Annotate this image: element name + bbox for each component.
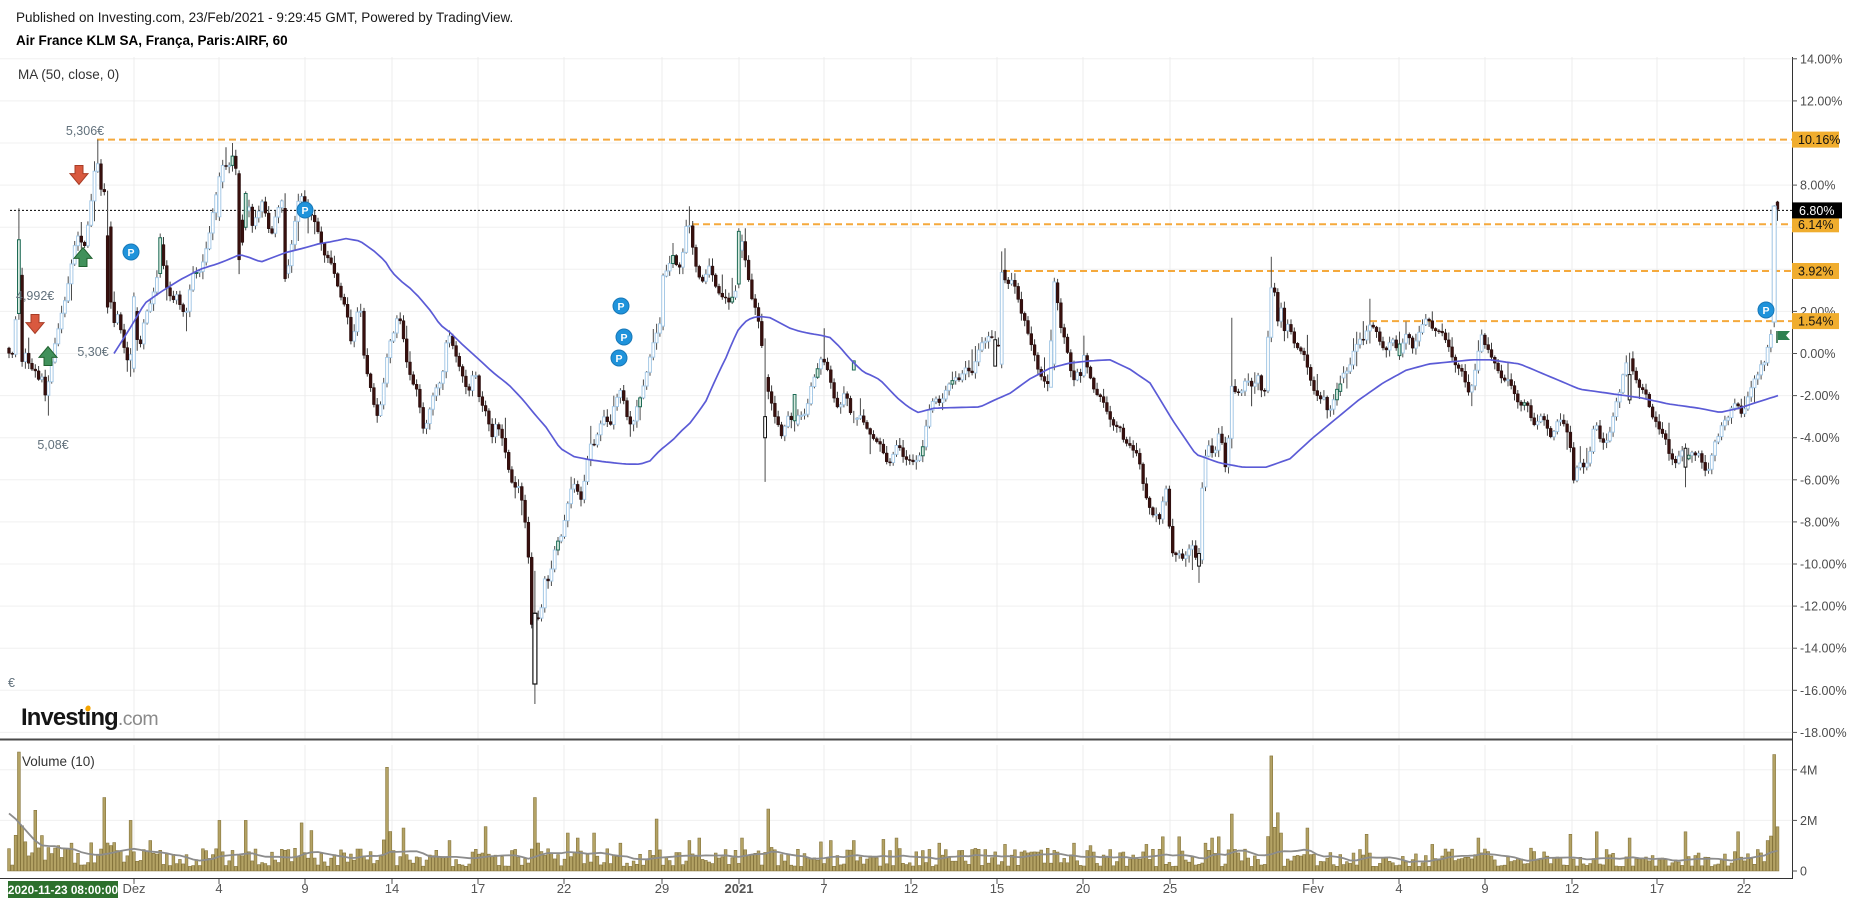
svg-text:17: 17: [1650, 881, 1664, 896]
svg-text:-2.00%: -2.00%: [1800, 389, 1840, 403]
svg-text:0: 0: [1800, 865, 1807, 879]
svg-text:5,30€: 5,30€: [77, 345, 108, 359]
svg-text:-4.00%: -4.00%: [1800, 431, 1840, 445]
svg-text:4,992€: 4,992€: [16, 289, 54, 303]
svg-text:22: 22: [557, 881, 571, 896]
svg-text:20: 20: [1076, 881, 1090, 896]
svg-text:0.00%: 0.00%: [1800, 347, 1835, 361]
svg-text:2M: 2M: [1800, 814, 1817, 828]
svg-text:14.00%: 14.00%: [1800, 52, 1842, 66]
svg-text:4: 4: [1395, 881, 1402, 896]
svg-text:2021: 2021: [725, 881, 754, 896]
svg-text:Fev: Fev: [1302, 881, 1324, 896]
svg-text:2020-11-23 08:00:00: 2020-11-23 08:00:00: [8, 883, 119, 897]
svg-text:29: 29: [655, 881, 669, 896]
svg-text:Air France KLM SA, França, Par: Air France KLM SA, França, Paris:AIRF, 6…: [16, 33, 288, 48]
svg-text:17: 17: [471, 881, 485, 896]
svg-text:P: P: [301, 205, 308, 217]
svg-text:P: P: [615, 353, 622, 365]
svg-text:P: P: [620, 332, 627, 344]
svg-text:€: €: [8, 676, 15, 690]
svg-text:4M: 4M: [1800, 763, 1817, 777]
svg-text:15: 15: [990, 881, 1004, 896]
svg-text:12: 12: [904, 881, 918, 896]
svg-text:Volume (10): Volume (10): [22, 754, 95, 769]
svg-text:-6.00%: -6.00%: [1800, 473, 1840, 487]
svg-text:10.16%: 10.16%: [1798, 133, 1840, 147]
svg-text:9: 9: [1481, 881, 1488, 896]
svg-text:1.54%: 1.54%: [1798, 315, 1833, 329]
svg-text:25: 25: [1163, 881, 1177, 896]
svg-text:9: 9: [301, 881, 308, 896]
svg-text:8.00%: 8.00%: [1800, 179, 1835, 193]
svg-text:5,08€: 5,08€: [37, 438, 68, 452]
svg-text:Dez: Dez: [122, 881, 145, 896]
svg-text:22: 22: [1737, 881, 1751, 896]
svg-text:-14.00%: -14.00%: [1800, 642, 1847, 656]
svg-text:-18.00%: -18.00%: [1800, 726, 1847, 740]
svg-text:MA (50, close, 0): MA (50, close, 0): [18, 67, 119, 82]
svg-text:4: 4: [215, 881, 222, 896]
svg-text:Published on Investing.com, 23: Published on Investing.com, 23/Feb/2021 …: [16, 10, 513, 25]
svg-text:-12.00%: -12.00%: [1800, 600, 1847, 614]
svg-text:-8.00%: -8.00%: [1800, 515, 1840, 529]
svg-text:P: P: [617, 301, 624, 313]
svg-text:5,306€: 5,306€: [66, 124, 104, 138]
svg-text:3.92%: 3.92%: [1798, 265, 1833, 279]
svg-text:14: 14: [385, 881, 399, 896]
svg-text:12.00%: 12.00%: [1800, 94, 1842, 108]
svg-text:6.80%: 6.80%: [1799, 204, 1834, 218]
svg-text:7: 7: [820, 881, 827, 896]
svg-text:6.14%: 6.14%: [1798, 218, 1833, 232]
svg-text:-10.00%: -10.00%: [1800, 558, 1847, 572]
svg-text:P: P: [1762, 305, 1769, 317]
svg-text:-16.00%: -16.00%: [1800, 684, 1847, 698]
svg-text:P: P: [127, 247, 134, 259]
svg-text:12: 12: [1565, 881, 1579, 896]
